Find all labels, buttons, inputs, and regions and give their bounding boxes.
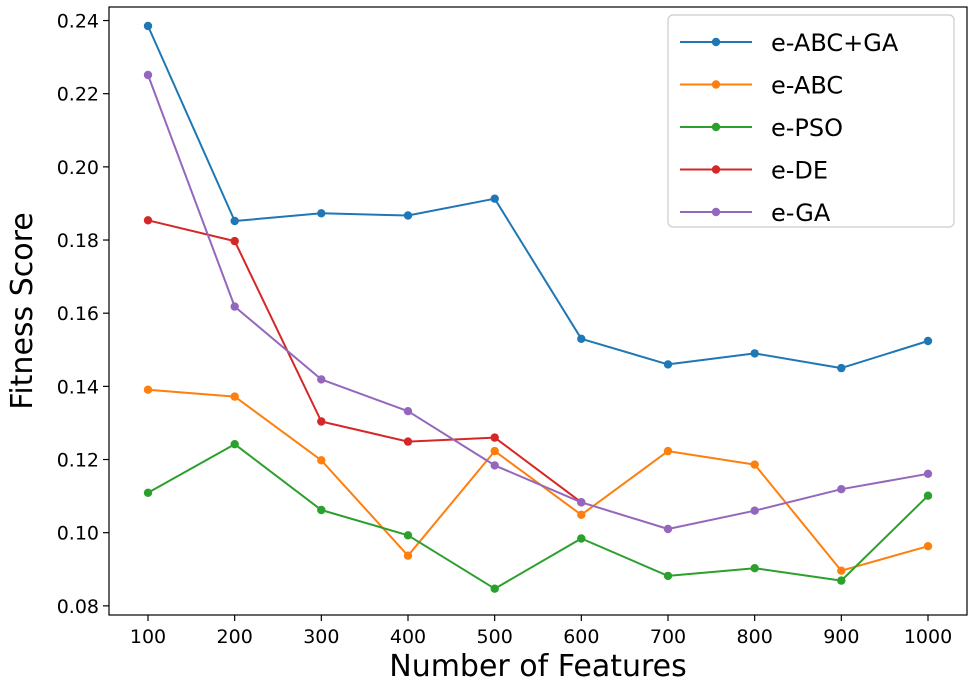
series-line-e-pso [147, 443, 929, 590]
legend-item: e-ABC+GA [680, 29, 899, 57]
data-point-e-abc-ga [750, 349, 759, 358]
x-tick-label: 700 [650, 626, 686, 648]
series-layer [143, 21, 933, 593]
data-point-e-ga [317, 375, 326, 384]
data-point-e-pso [577, 534, 586, 543]
y-tick-label: 0.10 [57, 523, 99, 545]
x-tick-label: 800 [737, 626, 773, 648]
legend: e-ABC+GA e-ABC e-PSO e-DE e-GA [667, 14, 955, 228]
data-point-e-abc-ga [663, 360, 673, 369]
y-tick-label: 0.20 [57, 157, 99, 179]
plot-frame [108, 6, 968, 616]
series-e-pso [143, 440, 933, 593]
legend-label: e-ABC+GA [771, 29, 899, 57]
series-e-abc [143, 385, 933, 575]
data-point-e-pso [143, 488, 153, 497]
data-point-e-ga [403, 407, 413, 416]
data-point-e-de [403, 437, 413, 446]
data-point-e-pso [750, 564, 759, 573]
x-tick-label: 1000 [904, 626, 952, 648]
data-point-e-pso [837, 576, 846, 585]
y-tick-label: 0.12 [57, 450, 99, 472]
legend-label: e-ABC [771, 72, 843, 100]
data-point-e-ga [837, 485, 846, 494]
data-point-e-abc [230, 392, 239, 401]
data-point-e-pso [230, 440, 239, 449]
series-line-e-abc-ga [147, 25, 929, 370]
data-point-e-de [143, 216, 153, 225]
data-point-e-abc-ga [837, 363, 846, 373]
x-tick-label: 400 [390, 626, 426, 648]
legend-label: e-PSO [771, 114, 843, 142]
x-axis-label: Number of Features [389, 649, 687, 679]
data-point-e-ga [923, 469, 933, 478]
data-point-e-ga [490, 461, 499, 470]
legend-label: e-DE [771, 157, 828, 185]
data-point-e-abc-ga [490, 194, 499, 203]
data-point-e-pso [490, 584, 499, 593]
data-point-e-pso [663, 571, 673, 581]
data-point-e-abc [837, 566, 846, 575]
legend-swatch-marker [711, 80, 721, 89]
y-axis-label: Fitness Score [5, 212, 40, 409]
y-tick-label: 0.14 [57, 376, 99, 398]
y-tick-label: 0.24 [57, 11, 99, 33]
data-point-e-abc-ga [403, 211, 413, 220]
series-line-e-abc [147, 388, 929, 572]
y-tick-label: 0.22 [57, 84, 99, 106]
data-point-e-abc [317, 456, 326, 465]
legend-item: e-DE [680, 157, 828, 185]
data-point-e-pso [923, 491, 933, 500]
data-point-e-ga [663, 524, 673, 534]
x-tick-label: 600 [563, 626, 599, 648]
y-tick-label: 0.16 [57, 303, 99, 325]
data-point-e-pso [403, 531, 413, 540]
legend-swatch-marker [711, 165, 721, 174]
data-point-e-abc [490, 446, 499, 456]
data-point-e-pso [317, 505, 326, 515]
data-point-e-de [490, 433, 499, 442]
legend-label: e-GA [771, 199, 831, 227]
legend-swatch-marker [711, 122, 721, 132]
data-point-e-abc [577, 510, 586, 519]
data-point-e-abc-ga [577, 334, 586, 343]
data-point-e-ga [577, 498, 586, 507]
x-tick-label: 900 [823, 626, 859, 648]
data-point-e-abc-ga [230, 216, 239, 226]
data-point-e-abc [750, 460, 759, 469]
series-e-de [143, 216, 586, 507]
series-e-abc-ga [143, 21, 933, 373]
x-tick-label: 100 [130, 626, 166, 648]
data-point-e-de [230, 236, 239, 246]
data-point-e-abc-ga [923, 336, 933, 346]
data-point-e-de [317, 417, 326, 426]
series-e-ga [143, 70, 933, 534]
y-tick-label: 0.08 [57, 596, 99, 618]
data-point-e-abc [403, 551, 413, 560]
data-point-e-abc-ga [143, 21, 153, 31]
legend-item: e-GA [680, 199, 831, 227]
data-point-e-ga [750, 506, 759, 515]
y-axis: 0.08 0.10 0.12 0.14 0.16 0.18 0.20 0.22 0.24 [57, 11, 109, 618]
data-point-e-ga [230, 302, 239, 311]
series-line-e-de [147, 219, 582, 504]
data-point-e-abc [923, 542, 933, 551]
legend-frame [667, 14, 955, 228]
series-line-e-ga [147, 74, 929, 530]
x-tick-label: 300 [303, 626, 339, 648]
legend-swatch-marker [711, 37, 721, 47]
data-point-e-ga [143, 70, 153, 80]
data-point-e-abc [143, 385, 153, 394]
legend-item: e-ABC [680, 72, 843, 100]
legend-swatch-marker [711, 207, 721, 217]
x-axis: 100 200 300 400 500 600 700 800 900 1000 [130, 615, 952, 648]
data-point-e-abc-ga [317, 209, 326, 218]
data-point-e-abc [663, 446, 673, 456]
x-tick-label: 200 [217, 626, 253, 648]
x-tick-label: 500 [477, 626, 513, 648]
legend-item: e-PSO [680, 114, 843, 142]
y-tick-label: 0.18 [57, 230, 99, 252]
